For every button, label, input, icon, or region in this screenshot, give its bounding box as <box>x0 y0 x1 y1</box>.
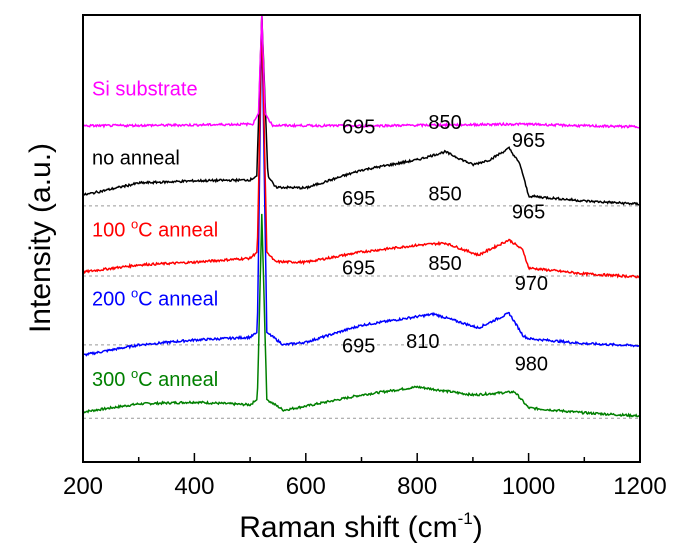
series-line <box>82 213 640 419</box>
peak-annotation: 810 <box>406 331 439 353</box>
series-label-part: 100 <box>92 219 131 241</box>
x-tick-label: 600 <box>286 473 326 500</box>
series-label: 200 oC anneal <box>92 286 218 311</box>
series-line <box>82 14 640 279</box>
peak-annotation: 695 <box>342 257 375 279</box>
series-label-part: C anneal <box>138 369 218 391</box>
series-line <box>82 14 640 129</box>
peak-annotation: 850 <box>428 253 461 275</box>
x-tick-label: 400 <box>174 473 214 500</box>
y-axis-label: Intensity (a.u.) <box>24 143 57 333</box>
peak-annotation: 695 <box>342 335 375 357</box>
x-axis: 200 400 600 800 1000 1200 <box>63 453 667 500</box>
series-label-part: C anneal <box>138 219 218 241</box>
x-tick-label: 1000 <box>502 473 555 500</box>
x-axis-label-main: Raman shift (cm <box>239 511 457 544</box>
peak-annotation: 965 <box>512 130 545 152</box>
peak-annotation: 970 <box>515 273 548 295</box>
series-label: 300 oC anneal <box>92 366 218 391</box>
series-label-part: 200 <box>92 289 131 311</box>
peak-annotation: 850 <box>428 184 461 206</box>
series-label: 100 oC anneal <box>92 216 218 241</box>
peak-annotation: 695 <box>342 116 375 138</box>
peak-annotation: 850 <box>428 112 461 134</box>
series-label: Si substrate <box>92 78 198 100</box>
peak-annotation: 965 <box>512 201 545 223</box>
x-axis-label-end: ) <box>473 511 483 544</box>
series-label-part: 300 <box>92 369 131 391</box>
series-label: no anneal <box>92 148 180 170</box>
x-axis-label-superscript: -1 <box>458 509 473 528</box>
x-axis-label: Raman shift (cm-1) <box>239 509 483 544</box>
degree-sup: o <box>131 286 138 301</box>
degree-sup: o <box>131 216 138 231</box>
series-label-part: C anneal <box>138 289 218 311</box>
x-tick-label: 200 <box>63 473 103 500</box>
x-tick-label: 1200 <box>613 473 666 500</box>
x-tick-label: 800 <box>397 473 437 500</box>
peak-annotation: 980 <box>515 353 548 375</box>
series-line <box>82 14 640 357</box>
series-line <box>82 14 640 206</box>
degree-sup: o <box>131 366 138 381</box>
peak-annotation: 695 <box>342 188 375 210</box>
